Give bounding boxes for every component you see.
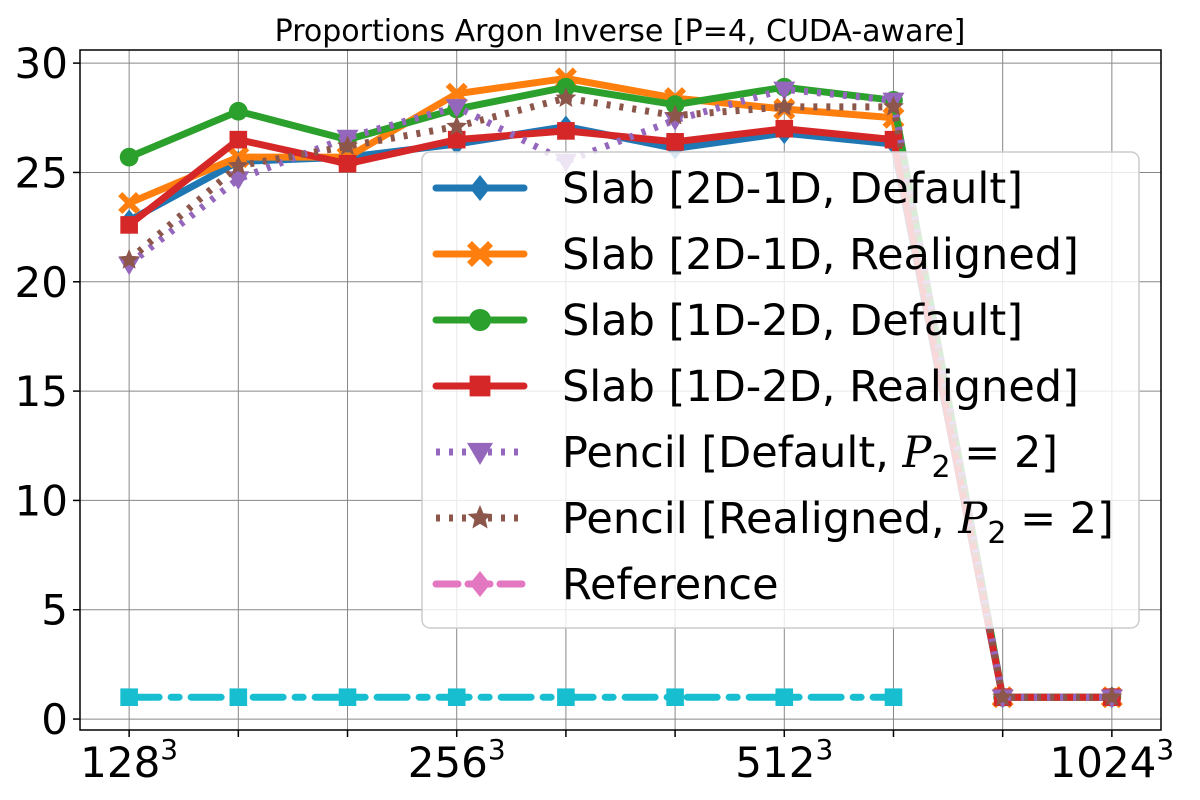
y-tick-label: 30 [15, 39, 68, 88]
data-point [227, 171, 250, 191]
data-point [229, 688, 248, 707]
x-tick-label: 1283 [80, 733, 178, 787]
data-point [338, 154, 357, 173]
y-tick-label: 0 [41, 695, 68, 744]
data-point [447, 688, 466, 707]
data-point [447, 130, 466, 149]
chart-title: Proportions Argon Inverse [P=4, CUDA-awa… [275, 14, 966, 49]
data-point [229, 130, 248, 149]
y-tick-label: 5 [41, 586, 68, 635]
data-point [557, 122, 575, 140]
x-axis: 1283 2563 5123 10243 [80, 730, 1174, 787]
data-point [775, 688, 794, 707]
data-point [884, 688, 903, 707]
legend-marker [469, 375, 491, 397]
data-point [446, 115, 468, 136]
data-point [557, 688, 575, 707]
legend-box [421, 151, 1140, 629]
y-tick-label: 25 [15, 148, 68, 197]
data-point [666, 133, 684, 151]
x-tick-label: 5123 [735, 733, 833, 787]
data-point [120, 688, 138, 707]
data-point [992, 686, 1014, 707]
legend-marker [469, 571, 491, 597]
legend-marker [467, 505, 493, 529]
data-point [1101, 686, 1123, 707]
legend-entry: Pencil [Default, P2 = 2] [436, 428, 1058, 485]
data-point [555, 87, 577, 107]
data-point [118, 256, 141, 276]
legend-label: Slab [1D-2D, Realigned] [562, 362, 1079, 412]
legend-label: Reference [562, 560, 779, 610]
data-point [119, 147, 139, 167]
legend-label: Slab [2D-1D, Realigned] [562, 230, 1079, 280]
legend-label: Slab [2D-1D, Default] [562, 164, 1023, 214]
data-point [883, 95, 904, 116]
data-point [773, 81, 796, 101]
legend-marker [468, 308, 492, 332]
legend-label: Slab [1D-2D, Default] [562, 296, 1023, 346]
data-point [664, 112, 687, 131]
data-point [666, 688, 684, 707]
legend-marker [467, 241, 493, 267]
x-tick-label: 10243 [1050, 733, 1175, 787]
legend-label: Pencil [Default, P2 = 2] [562, 428, 1058, 485]
legend-marker [469, 175, 491, 201]
data-point [118, 248, 140, 269]
legend-entry: Slab [2D-1D, Default] [432, 164, 1023, 214]
y-tick-label: 10 [15, 476, 68, 525]
series-7 [120, 688, 903, 707]
y-tick-label: 20 [15, 258, 68, 307]
data-point [664, 104, 686, 125]
y-tick-label: 15 [15, 367, 68, 416]
y-axis: 0 5 10 15 20 25 30 [15, 39, 80, 744]
legend-entry: Slab [1D-2D, Default] [432, 296, 1023, 346]
data-point [337, 135, 358, 156]
data-point [445, 99, 468, 118]
x-tick-label: 2563 [408, 733, 506, 787]
data-point [118, 192, 141, 215]
legend-entry: Slab [1D-2D, Realigned] [432, 362, 1079, 412]
data-point [120, 216, 138, 234]
legend-marker [467, 442, 493, 465]
legend-entry: Reference [432, 560, 779, 610]
data-point [775, 119, 794, 138]
axes-frame [79, 49, 1162, 731]
data-point [338, 688, 357, 707]
legend-entry: Slab [2D-1D, Realigned] [432, 230, 1079, 280]
legend-entry: Pencil [Realigned, P2 = 2] [436, 494, 1114, 551]
data-point [227, 154, 249, 175]
data-point [228, 101, 248, 121]
legend: Slab [2D-1D, Default] Slab [2D-1D, Realig… [421, 151, 1140, 629]
legend-label: Pencil [Realigned, P2 = 2] [562, 494, 1114, 551]
data-point [773, 95, 795, 116]
